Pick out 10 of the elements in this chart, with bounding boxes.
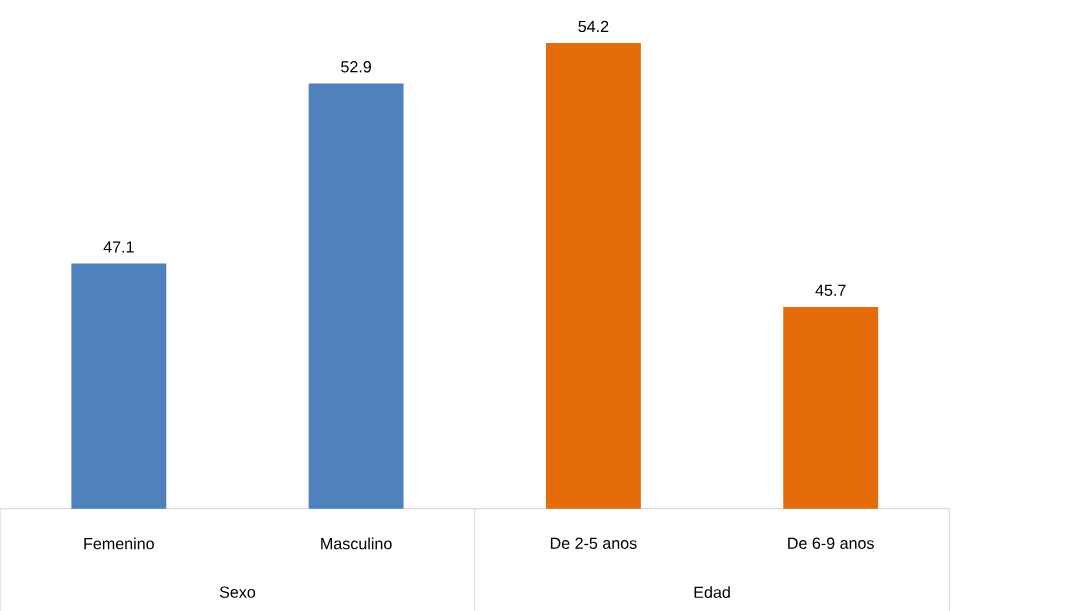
data-label: 52.9 [341,61,372,73]
text: Edad [694,586,730,598]
data-label: 47.1 [103,241,134,253]
data-label: 54.2 [578,20,609,33]
x-tick-label: De 2-5 anos [550,537,637,549]
x-tick-label: De 6-9 anos [788,537,874,549]
text: Sexo [219,586,256,598]
x-tick-label: Masculino [321,537,392,550]
x-tick-label: Femenino [84,537,154,550]
data-label: 45.7 [815,284,846,296]
